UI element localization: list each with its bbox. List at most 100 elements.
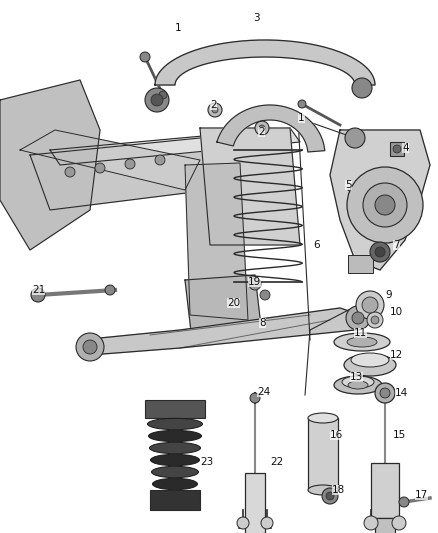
Circle shape <box>352 312 364 324</box>
Polygon shape <box>185 275 262 340</box>
Text: 7: 7 <box>393 240 399 250</box>
Polygon shape <box>200 128 300 245</box>
Ellipse shape <box>148 430 201 442</box>
Text: 8: 8 <box>259 318 265 328</box>
Ellipse shape <box>342 376 374 388</box>
Ellipse shape <box>152 478 198 490</box>
Text: 20: 20 <box>227 298 240 308</box>
Text: 6: 6 <box>313 240 320 250</box>
Circle shape <box>346 306 370 330</box>
Polygon shape <box>20 130 200 190</box>
Circle shape <box>95 163 105 173</box>
Circle shape <box>370 242 390 262</box>
Polygon shape <box>155 40 375 85</box>
Circle shape <box>260 290 270 300</box>
Ellipse shape <box>308 485 338 495</box>
Circle shape <box>255 121 269 135</box>
Text: 11: 11 <box>354 328 367 338</box>
Circle shape <box>155 155 165 165</box>
Circle shape <box>261 517 273 529</box>
Circle shape <box>31 288 45 302</box>
Circle shape <box>364 516 378 530</box>
Bar <box>145 400 205 418</box>
Circle shape <box>65 167 75 177</box>
Circle shape <box>347 167 423 243</box>
Text: 2: 2 <box>210 100 217 110</box>
Circle shape <box>380 388 390 398</box>
Circle shape <box>145 88 169 112</box>
Ellipse shape <box>347 337 377 347</box>
Text: 24: 24 <box>257 387 270 397</box>
Circle shape <box>375 383 395 403</box>
Circle shape <box>326 492 334 500</box>
Text: 15: 15 <box>393 430 406 440</box>
Circle shape <box>298 100 306 108</box>
Bar <box>371 463 399 518</box>
Polygon shape <box>185 163 248 320</box>
Circle shape <box>249 278 261 290</box>
Text: 9: 9 <box>385 290 392 300</box>
Ellipse shape <box>344 354 396 376</box>
Polygon shape <box>0 80 100 250</box>
Text: 21: 21 <box>32 285 45 295</box>
Bar <box>348 255 373 273</box>
Text: 1: 1 <box>175 23 182 33</box>
Text: 3: 3 <box>253 13 260 23</box>
Circle shape <box>212 107 218 113</box>
Text: 19: 19 <box>248 277 261 287</box>
Circle shape <box>392 516 406 530</box>
Circle shape <box>362 297 378 313</box>
Circle shape <box>259 125 265 131</box>
Circle shape <box>345 128 365 148</box>
Circle shape <box>151 94 163 106</box>
Polygon shape <box>217 105 325 152</box>
Text: 12: 12 <box>390 350 403 360</box>
Text: 10: 10 <box>390 307 403 317</box>
Ellipse shape <box>149 442 201 454</box>
Circle shape <box>356 291 384 319</box>
Polygon shape <box>80 308 370 355</box>
Circle shape <box>125 159 135 169</box>
Text: 1: 1 <box>298 113 304 123</box>
Circle shape <box>83 340 97 354</box>
Ellipse shape <box>351 353 389 367</box>
Polygon shape <box>330 130 430 270</box>
Circle shape <box>371 316 379 324</box>
Circle shape <box>375 195 395 215</box>
Text: 18: 18 <box>332 485 345 495</box>
Bar <box>390 142 404 156</box>
Text: 23: 23 <box>200 457 213 467</box>
Circle shape <box>140 52 150 62</box>
Text: 4: 4 <box>402 143 409 153</box>
Circle shape <box>322 488 338 504</box>
Circle shape <box>250 393 260 403</box>
Circle shape <box>367 312 383 328</box>
Text: 22: 22 <box>270 457 283 467</box>
Text: 2: 2 <box>258 127 265 137</box>
Text: 13: 13 <box>350 372 363 382</box>
Ellipse shape <box>148 418 202 430</box>
Circle shape <box>237 517 249 529</box>
Circle shape <box>105 285 115 295</box>
Circle shape <box>393 145 401 153</box>
Ellipse shape <box>308 413 338 423</box>
Bar <box>245 473 265 533</box>
Ellipse shape <box>348 381 368 389</box>
Ellipse shape <box>152 466 198 478</box>
Circle shape <box>76 333 104 361</box>
Ellipse shape <box>151 454 199 466</box>
Bar <box>150 490 200 510</box>
Circle shape <box>363 183 407 227</box>
Circle shape <box>208 103 222 117</box>
Text: 14: 14 <box>395 388 408 398</box>
Polygon shape <box>30 130 290 210</box>
Circle shape <box>159 91 167 99</box>
Bar <box>375 518 395 533</box>
Ellipse shape <box>334 333 390 351</box>
Ellipse shape <box>334 376 382 394</box>
Text: 16: 16 <box>330 430 343 440</box>
Text: 5: 5 <box>345 180 352 190</box>
Text: 17: 17 <box>415 490 428 500</box>
Polygon shape <box>50 128 300 165</box>
Circle shape <box>399 497 409 507</box>
